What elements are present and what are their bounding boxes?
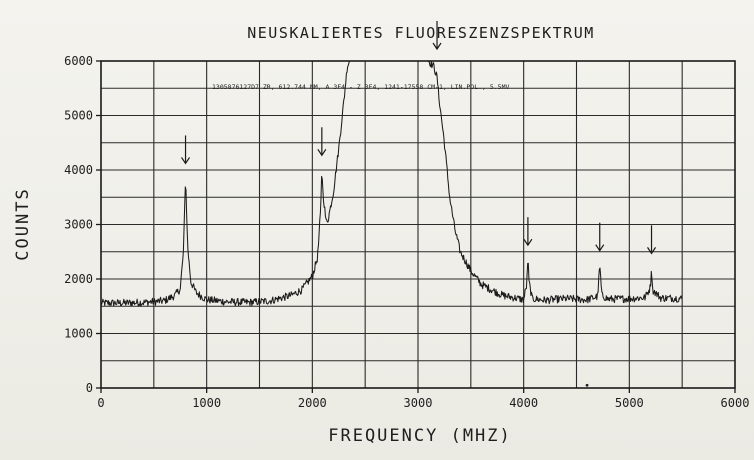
y-axis-label: COUNTS (13, 187, 33, 260)
y-tick-label: 5000 (64, 109, 93, 123)
measurement-annotation: 1305876127D7 ZR, 612.744 NM, A 3F4 - Z 3… (212, 83, 509, 91)
plot-dot (585, 383, 589, 387)
y-tick-label: 1000 (64, 327, 93, 341)
peak-arrow-head (647, 247, 657, 255)
y-tick-label: 3000 (64, 218, 93, 232)
peak-markers (181, 21, 657, 255)
chart-title: NEUSKALIERTES FLUORESZENZSPEKTRUM (247, 24, 595, 42)
peak-arrow-head (317, 148, 327, 157)
tick-labels: 0 1000 2000 3000 4000 5000 6000 0 1000 2000 3000 40… (64, 54, 749, 410)
y-tick-label: 2000 (64, 272, 93, 286)
x-tick-label: 5000 (615, 396, 644, 410)
peak-arrow-head (432, 42, 442, 51)
x-tick-label: 0 (97, 396, 104, 410)
peak-arrow-head (595, 244, 605, 252)
grid-lines (101, 61, 735, 388)
y-tick-label: 0 (86, 381, 93, 395)
y-tick-label: 4000 (64, 163, 93, 177)
peak-arrow-head (523, 238, 533, 247)
x-tick-label: 4000 (509, 396, 538, 410)
x-tick-label: 2000 (298, 396, 327, 410)
data-layer (100, 60, 683, 387)
spectrum-trace (100, 60, 683, 307)
y-tick-label: 6000 (64, 54, 93, 68)
x-tick-label: 3000 (404, 396, 433, 410)
x-axis-label: FREQUENCY (MHZ) (328, 426, 512, 446)
peak-arrow-head (181, 157, 191, 165)
x-tick-label: 1000 (192, 396, 221, 410)
x-tick-label: 6000 (721, 396, 750, 410)
